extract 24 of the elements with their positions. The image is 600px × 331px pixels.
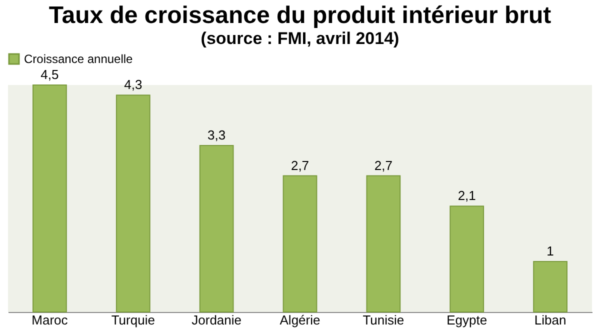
bar <box>199 145 234 312</box>
bar <box>282 175 318 312</box>
data-label: 4,3 <box>124 77 142 92</box>
x-tick-label: Jordanie <box>192 312 242 328</box>
data-label: 2,7 <box>374 158 392 173</box>
bar <box>450 206 484 312</box>
data-label: 2,7 <box>290 158 310 173</box>
chart-subtitle: (source : FMI, avril 2014) <box>200 29 400 48</box>
bar <box>116 94 150 312</box>
legend-label: Croissance annuelle <box>24 52 134 66</box>
x-tick-label: Egypte <box>446 312 488 328</box>
data-label: 3,3 <box>208 128 226 143</box>
data-label: 1 <box>546 244 554 259</box>
x-tick-label: Tunisie <box>362 312 404 328</box>
x-tick-label: Turquie <box>111 312 155 328</box>
bar <box>32 84 67 312</box>
x-tick-label: Algérie <box>280 312 320 328</box>
data-label: 4,5 <box>40 67 59 82</box>
chart-title: Taux de croissance du produit intérieur brut <box>48 2 552 29</box>
x-tick-label: Maroc <box>32 312 68 328</box>
bar <box>366 175 401 312</box>
data-label: 2,1 <box>458 188 476 204</box>
x-tick-label: Liban <box>534 312 566 328</box>
bar <box>533 261 568 312</box>
